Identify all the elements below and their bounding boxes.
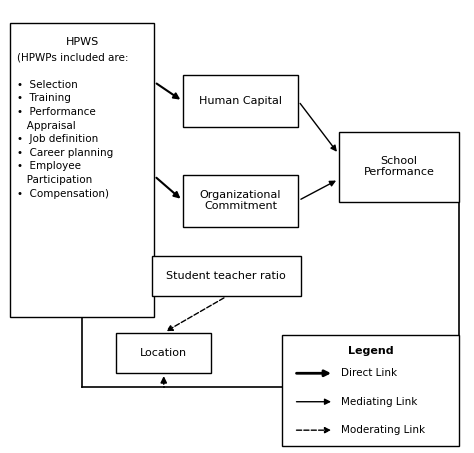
Text: Organizational
Commitment: Organizational Commitment [200,190,281,212]
Text: Moderating Link: Moderating Link [341,425,425,435]
Text: Location: Location [140,348,187,358]
Text: Mediating Link: Mediating Link [341,397,417,407]
Text: Direct Link: Direct Link [341,368,397,378]
Text: Human Capital: Human Capital [199,96,282,106]
FancyBboxPatch shape [10,23,155,317]
FancyBboxPatch shape [338,132,459,202]
FancyBboxPatch shape [282,335,459,446]
Text: HPWS: HPWS [65,37,99,47]
FancyBboxPatch shape [152,256,301,297]
FancyBboxPatch shape [182,75,299,127]
FancyBboxPatch shape [117,333,211,373]
FancyBboxPatch shape [182,174,299,226]
Text: School
Performance: School Performance [364,156,434,178]
Text: Legend: Legend [348,346,393,356]
Text: (HPWPs included are:

•  Selection
•  Training
•  Performance
   Appraisal
•  Jo: (HPWPs included are: • Selection • Train… [17,53,129,198]
Text: Student teacher ratio: Student teacher ratio [166,271,286,281]
